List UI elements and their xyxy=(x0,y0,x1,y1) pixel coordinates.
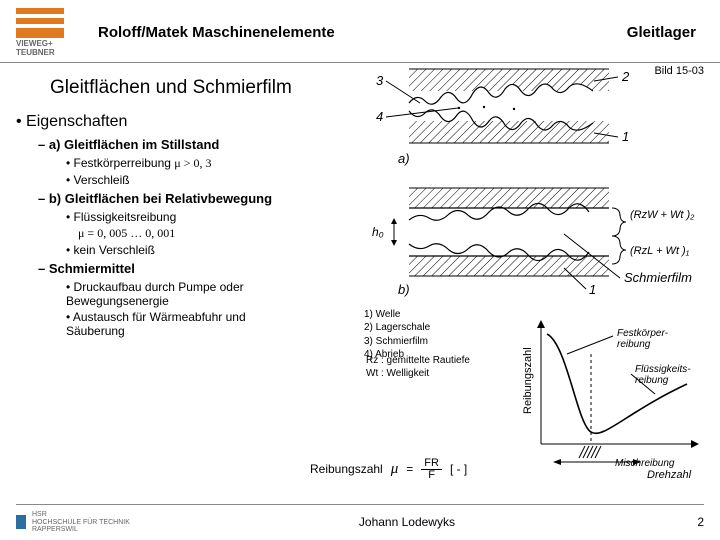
page-number: 2 xyxy=(684,515,704,529)
friction-chart: Reibungszahl Drehzahl Festkörper-reibung… xyxy=(507,314,712,484)
label-2: 2 xyxy=(621,69,630,84)
heading-a: a) Gleitflächen im Stillstand xyxy=(38,137,364,152)
item-austausch: Austausch für Wärme­abfuhr und Säuberung xyxy=(66,310,306,338)
publisher-logo: VIEWEG+ TEUBNER xyxy=(16,8,70,58)
item-kein-verschleiss: kein Verschleiß xyxy=(66,243,364,257)
diagram-b-svg: h₀ b) 1 (RzW + Wt )₂ (RzL + Wt )₁ Schmie… xyxy=(364,182,704,302)
text-festkorper: Festkörperreibung xyxy=(74,156,175,170)
math-mu-gt: μ > 0, 3 xyxy=(174,156,211,170)
logo-icon xyxy=(16,8,64,38)
formula-label: Reibungszahl xyxy=(310,462,383,476)
heading-schmiermittel: Schmiermittel xyxy=(38,261,364,276)
legend-1: 1) Welle xyxy=(364,308,430,322)
figure-legend: 1) Welle 2) Lagerschale 3) Schmierfilm 4… xyxy=(364,308,430,362)
institution-name: HSR HOCHSCHULE FÜR TECHNIK RAPPERSWIL xyxy=(32,511,130,534)
diagram-a-svg: 3 4 a) 2 1 xyxy=(364,63,674,168)
legend-4: 4) Abrieb xyxy=(364,348,430,362)
label-h0: h₀ xyxy=(372,225,384,239)
diagram-b-tag: b) xyxy=(398,282,410,297)
chart-festkorper: Festkörper-reibung xyxy=(617,328,669,350)
formula-eq: = xyxy=(406,462,413,476)
label-3: 3 xyxy=(376,73,384,88)
item-druckaufbau: Druckaufbau durch Pumpe oder Bewegungsen… xyxy=(66,280,306,308)
diagram-b: h₀ b) 1 (RzW + Wt )₂ (RzL + Wt )₁ Schmie… xyxy=(364,182,704,302)
label-1: 1 xyxy=(622,129,629,144)
institution-logo-icon xyxy=(16,515,26,529)
chart-xlabel: Drehzahl xyxy=(647,469,692,481)
formula-unit: [ - ] xyxy=(450,462,467,476)
legend-2: 2) Lagerschale xyxy=(364,321,430,335)
diagram-a: 3 4 a) 2 1 xyxy=(364,63,704,168)
label-4: 4 xyxy=(376,109,383,124)
chapter-topic: Gleitlager xyxy=(627,24,696,41)
chart-misch: Mischreibung xyxy=(615,458,675,469)
figure-column: 3 4 a) 2 1 xyxy=(364,109,704,362)
item-flussig: Flüssigkeitsreibung xyxy=(66,210,364,224)
friction-formula: Reibungszahl μ = FR F [ - ] xyxy=(310,458,467,481)
formula-mu: μ xyxy=(391,461,399,478)
label-1b: 1 xyxy=(589,282,596,297)
chart-ylabel: Reibungszahl xyxy=(522,347,534,414)
diagram-a-tag: a) xyxy=(398,151,410,166)
chart-flussig: Flüssigkeits-reibung xyxy=(635,364,691,386)
math-mu-eq: μ = 0, 005 … 0, 001 xyxy=(78,226,364,241)
legend-3: 3) Schmierfilm xyxy=(364,335,430,349)
formula-denom: F xyxy=(428,470,435,481)
publisher-name-2: TEUBNER xyxy=(16,49,70,58)
slide-footer: HSR HOCHSCHULE FÜR TECHNIK RAPPERSWIL Jo… xyxy=(16,504,704,534)
slide-header: VIEWEG+ TEUBNER Roloff/Matek Maschinenel… xyxy=(0,0,720,63)
item-festkorper: Festkörperreibung μ > 0, 3 xyxy=(66,156,364,171)
bullet-eigenschaften: Eigenschaften xyxy=(16,113,364,131)
formula-numer: FR xyxy=(421,458,442,470)
label-rzl: (RzL + Wt )₁ xyxy=(630,245,690,257)
text-column: Eigenschaften a) Gleitflächen im Stillst… xyxy=(16,109,364,362)
item-verschleiss: Verschleiß xyxy=(66,173,364,187)
author-name: Johann Lodewyks xyxy=(130,515,684,529)
label-schmierfilm: Schmierfilm xyxy=(624,270,692,285)
slide-content: Bild 15-03 Gleitflächen und Schmierfilm … xyxy=(0,63,720,380)
label-rzw: (RzW + Wt )₂ xyxy=(630,209,695,221)
book-title: Roloff/Matek Maschinenelemente xyxy=(98,24,627,41)
heading-b: b) Gleitflächen bei Relativbewegung xyxy=(38,191,364,206)
